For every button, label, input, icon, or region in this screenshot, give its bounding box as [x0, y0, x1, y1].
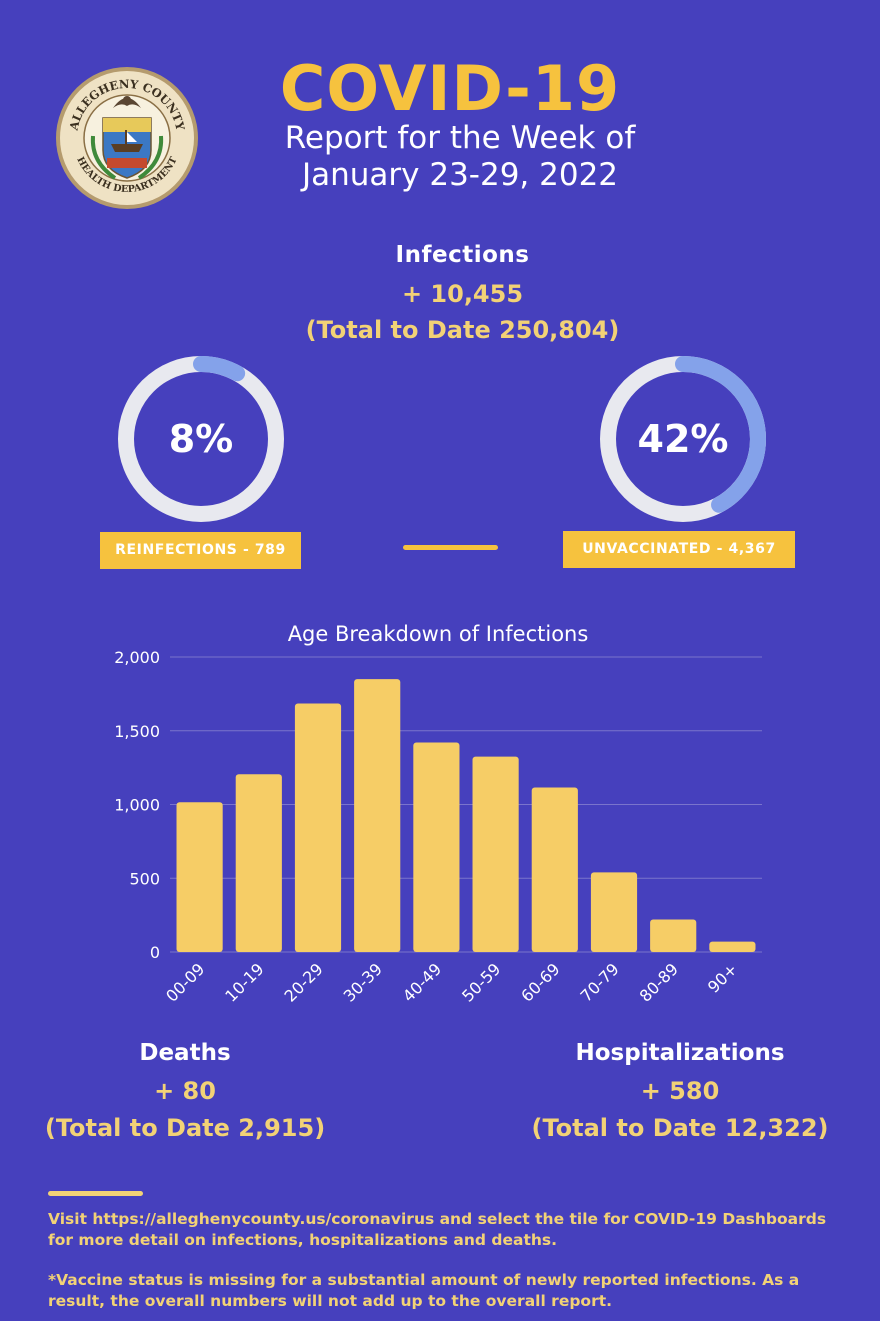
bar-00-09 — [176, 802, 223, 952]
footer-divider-dash — [48, 1191, 143, 1196]
x-tick-label: 60-69 — [517, 959, 563, 1005]
y-tick-label: 1,500 — [114, 722, 160, 741]
infections-label: Infections — [395, 242, 530, 268]
footer-dashboard-note: Visit https://alleghenycounty.us/coronav… — [48, 1210, 827, 1249]
unvaccinated-donut: 42% — [599, 355, 767, 523]
deaths-weekly-count: + 80 — [154, 1077, 216, 1105]
x-tick-label: 20-29 — [281, 959, 327, 1005]
x-tick-label: 30-39 — [340, 959, 386, 1005]
report-title: COVID-19 — [279, 52, 621, 125]
bar-30-39 — [354, 679, 401, 952]
infections-weekly-count: + 10,455 — [401, 280, 524, 308]
x-tick-label: 50-59 — [458, 959, 504, 1005]
deaths-label: Deaths — [139, 1040, 231, 1066]
unvaccinated-tag: UNVACCINATED - 4,367 — [563, 531, 795, 568]
reinfections-percent: 8% — [168, 417, 234, 461]
reinfections-donut: 8% — [117, 355, 285, 523]
x-tick-label: 00-09 — [162, 959, 208, 1005]
x-tick-label: 80-89 — [636, 959, 682, 1005]
report-subtitle-line1: Report for the Week of — [284, 120, 636, 156]
divider-dash — [403, 545, 498, 550]
x-tick-label: 40-49 — [399, 959, 445, 1005]
y-tick-label: 1,000 — [114, 796, 160, 815]
report-subtitle-line2: January 23-29, 2022 — [301, 157, 619, 193]
reinfections-ring-fill — [118, 356, 284, 522]
y-tick-label: 0 — [150, 943, 160, 962]
hospitalizations-label: Hospitalizations — [575, 1040, 785, 1066]
bar-40-49 — [413, 742, 460, 952]
unvaccinated-ring-fill — [600, 356, 766, 522]
x-tick-label: 90+ — [704, 959, 741, 996]
x-tick-label: 70-79 — [577, 959, 623, 1005]
bar-80-89 — [650, 919, 697, 952]
footer-vaccine-status-note: *Vaccine status is missing for a substan… — [48, 1271, 800, 1310]
hospitalizations-weekly-count: + 580 — [640, 1077, 720, 1105]
chart-title: Age Breakdown of Infections — [288, 622, 589, 646]
bar-60-69 — [531, 787, 578, 952]
bar-70-79 — [590, 872, 638, 952]
deaths-total-to-date: (Total to Date 2,915) — [44, 1114, 326, 1142]
hospitalizations-total-to-date: (Total to Date 12,322) — [531, 1114, 829, 1142]
county-health-department-seal: ALLEGHENY COUNTY HEALTH DEPARTMENT — [56, 67, 198, 209]
bar-50-59 — [472, 756, 519, 952]
reinfections-tag: REINFECTIONS - 789 — [100, 532, 301, 569]
y-tick-label: 500 — [129, 869, 160, 888]
bar-20-29 — [294, 703, 342, 952]
age-breakdown-chart: Age Breakdown of Infections 0 500 1,000 1,5… — [114, 622, 762, 1006]
y-tick-label: 2,000 — [114, 648, 160, 667]
bar-90+ — [709, 941, 756, 952]
infections-total-to-date: (Total to Date 250,804) — [305, 316, 620, 344]
bar-10-19 — [235, 774, 282, 952]
unvaccinated-percent: 42% — [637, 417, 729, 461]
x-tick-label: 10-19 — [221, 959, 267, 1005]
